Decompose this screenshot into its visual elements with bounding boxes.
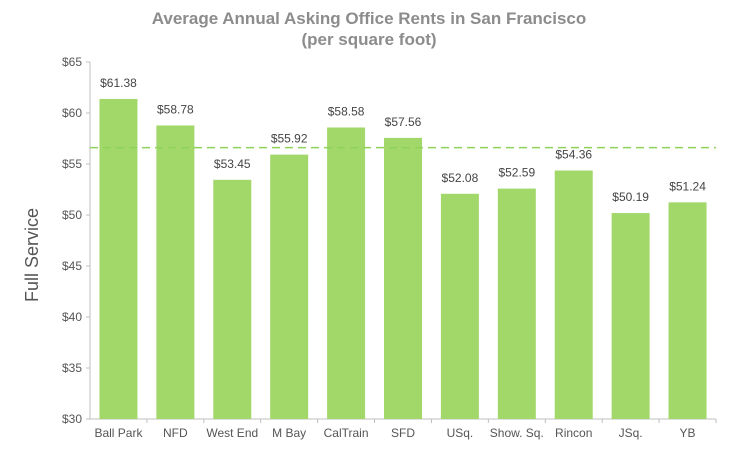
data-label: $50.19 <box>612 190 649 204</box>
data-label: $52.08 <box>442 171 479 185</box>
y-tick-label: $55 <box>62 157 82 171</box>
data-label: $51.24 <box>669 179 706 193</box>
y-tick-label: $30 <box>62 412 82 426</box>
x-tick-label: SFD <box>391 426 415 440</box>
y-tick-label: $45 <box>62 259 82 273</box>
x-tick-label: Ball Park <box>94 426 143 440</box>
x-tick-label: JSq. <box>619 426 643 440</box>
data-label: $53.45 <box>214 157 251 171</box>
y-tick-label: $40 <box>62 310 82 324</box>
data-label: $61.38 <box>100 76 137 90</box>
data-label: $54.36 <box>555 148 592 162</box>
y-tick-label: $60 <box>62 106 82 120</box>
y-tick-label: $35 <box>62 361 82 375</box>
bar <box>384 137 422 419</box>
chart-title: Average Annual Asking Office Rents in Sa… <box>151 9 587 28</box>
x-tick-label: YB <box>680 426 696 440</box>
data-labels: $61.38 $58.78 $53.45 $55.92 $58.58 $57.56 $52.… <box>100 76 706 204</box>
data-label: $57.56 <box>385 115 422 129</box>
bar <box>554 170 593 419</box>
data-label: $58.78 <box>157 102 194 116</box>
x-tick-label: M Bay <box>272 426 306 440</box>
y-ticks: $30 $35 $40 $45 $50 $55 $60 $65 <box>62 55 90 426</box>
data-label: $52.59 <box>498 166 535 180</box>
bar <box>497 188 536 419</box>
x-tick-label: Rincon <box>555 426 592 440</box>
y-tick-label: $50 <box>62 208 82 222</box>
x-ticks: Ball Park NFD West End M Bay CalTrain SFD USq.… <box>94 419 717 440</box>
bars <box>99 98 707 419</box>
x-tick-label: USq. <box>447 426 474 440</box>
bar <box>440 193 479 419</box>
x-tick-label: West End <box>206 426 258 440</box>
bar <box>668 202 707 419</box>
y-axis-title: Full Service <box>22 208 42 302</box>
bar <box>99 98 138 419</box>
chart-subtitle: (per square foot) <box>301 30 437 49</box>
bar <box>156 125 195 419</box>
x-tick-label: NFD <box>163 426 188 440</box>
bar <box>611 213 650 419</box>
data-label: $58.58 <box>328 104 365 118</box>
x-tick-label: Show. Sq. <box>490 426 544 440</box>
bar <box>327 127 366 419</box>
bar <box>213 179 252 419</box>
y-tick-label: $65 <box>62 55 82 69</box>
x-tick-label: CalTrain <box>324 426 369 440</box>
data-label: $55.92 <box>271 132 308 146</box>
bar <box>270 154 309 419</box>
